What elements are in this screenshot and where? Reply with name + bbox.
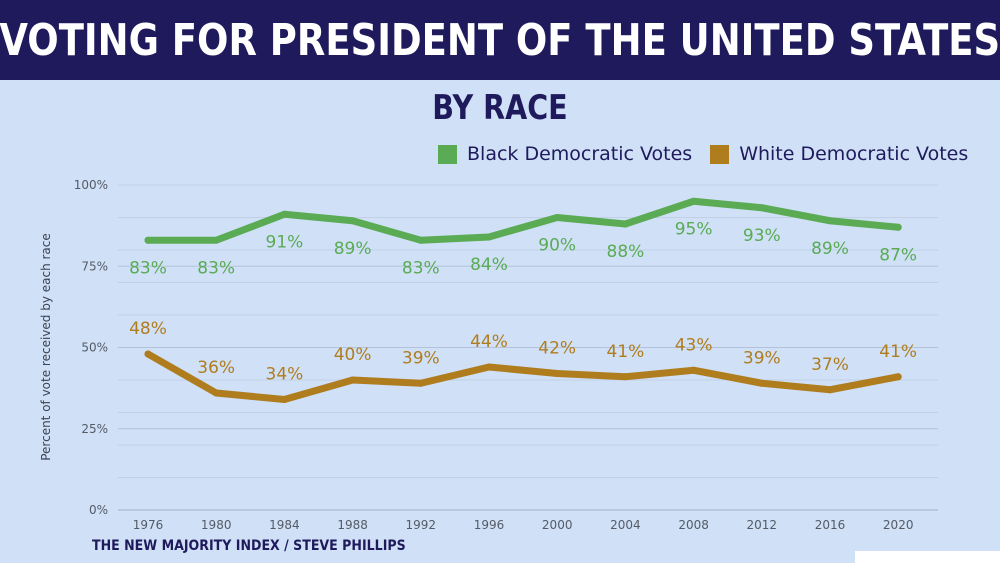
data-label: 89% — [334, 239, 372, 259]
chart-title: VOTING FOR PRESIDENT OF THE UNITED STATE… — [0, 14, 1000, 66]
x-tick-label: 2000 — [542, 518, 573, 532]
data-label: 39% — [743, 348, 781, 368]
legend-item-white: White Democratic Votes — [710, 143, 968, 165]
data-point — [280, 396, 288, 403]
data-label: 44% — [470, 332, 508, 352]
data-label: 36% — [197, 358, 235, 378]
data-point — [758, 379, 766, 387]
data-label: 87% — [879, 245, 917, 265]
source-credit: THE NEW MAJORITY INDEX / STEVE PHILLIPS — [92, 538, 406, 554]
x-tick-label: 1996 — [474, 518, 505, 532]
data-label: 88% — [607, 242, 645, 262]
data-point — [894, 373, 902, 381]
data-label: 40% — [334, 345, 372, 365]
x-tick-label: 2012 — [747, 518, 778, 532]
data-point — [553, 370, 561, 377]
data-label: 34% — [266, 365, 304, 385]
y-tick-label: 25% — [81, 422, 108, 436]
legend-swatch-white — [710, 144, 730, 164]
data-point — [826, 217, 834, 225]
y-tick-label: 75% — [81, 259, 108, 273]
corner-panel — [855, 551, 1000, 563]
data-point — [690, 366, 698, 374]
data-label: 89% — [811, 239, 849, 259]
data-point — [485, 233, 493, 241]
data-point — [553, 214, 561, 221]
y-tick-label: 100% — [74, 178, 108, 192]
data-label: 41% — [879, 342, 917, 362]
y-axis-label: Percent of vote received by each race — [39, 233, 53, 461]
data-point — [144, 350, 152, 358]
data-label: 93% — [743, 226, 781, 246]
data-label: 95% — [675, 219, 713, 239]
x-tick-label: 1980 — [201, 518, 232, 532]
data-point — [621, 220, 629, 228]
chart-legend: Black Democratic Votes White Democratic … — [438, 143, 986, 165]
data-label: 83% — [197, 258, 235, 278]
x-tick-label: 1992 — [406, 518, 437, 532]
data-label: 37% — [811, 355, 849, 375]
data-point — [349, 217, 357, 225]
data-point — [212, 236, 220, 244]
data-point — [417, 236, 425, 244]
data-point — [758, 204, 766, 212]
data-label: 83% — [402, 258, 440, 278]
legend-item-black: Black Democratic Votes — [438, 143, 692, 165]
chart-subtitle: BY RACE — [432, 88, 568, 128]
x-tick-label: 2004 — [610, 518, 641, 532]
data-point — [826, 386, 834, 394]
data-label: 41% — [607, 342, 645, 362]
y-tick-label: 50% — [81, 341, 108, 355]
data-label: 91% — [266, 232, 304, 252]
data-point — [144, 236, 152, 244]
data-point — [621, 373, 629, 381]
data-label: 39% — [402, 348, 440, 368]
x-tick-label: 2016 — [815, 518, 846, 532]
legend-label-black: Black Democratic Votes — [467, 143, 693, 165]
data-point — [349, 376, 357, 384]
data-label: 42% — [538, 339, 576, 359]
data-point — [690, 197, 698, 205]
data-point — [417, 379, 425, 387]
x-tick-label: 1984 — [269, 518, 300, 532]
data-point — [485, 363, 493, 371]
legend-label-white: White Democratic Votes — [739, 143, 969, 165]
x-tick-label: 1976 — [133, 518, 164, 532]
series-line-black — [144, 197, 902, 244]
data-label: 43% — [675, 335, 713, 355]
data-point — [280, 210, 288, 218]
x-tick-label: 2020 — [883, 518, 914, 532]
data-label: 48% — [129, 319, 167, 339]
data-label: 90% — [538, 236, 576, 256]
y-tick-label: 0% — [89, 503, 108, 517]
x-tick-label: 1988 — [337, 518, 368, 532]
legend-swatch-black — [438, 144, 457, 164]
title-bar: VOTING FOR PRESIDENT OF THE UNITED STATE… — [0, 0, 1000, 80]
series-line-white — [144, 350, 902, 403]
data-point — [894, 223, 902, 231]
data-label: 83% — [129, 258, 167, 278]
data-point — [212, 389, 220, 397]
data-label: 84% — [470, 255, 508, 275]
x-tick-label: 2008 — [678, 518, 709, 532]
